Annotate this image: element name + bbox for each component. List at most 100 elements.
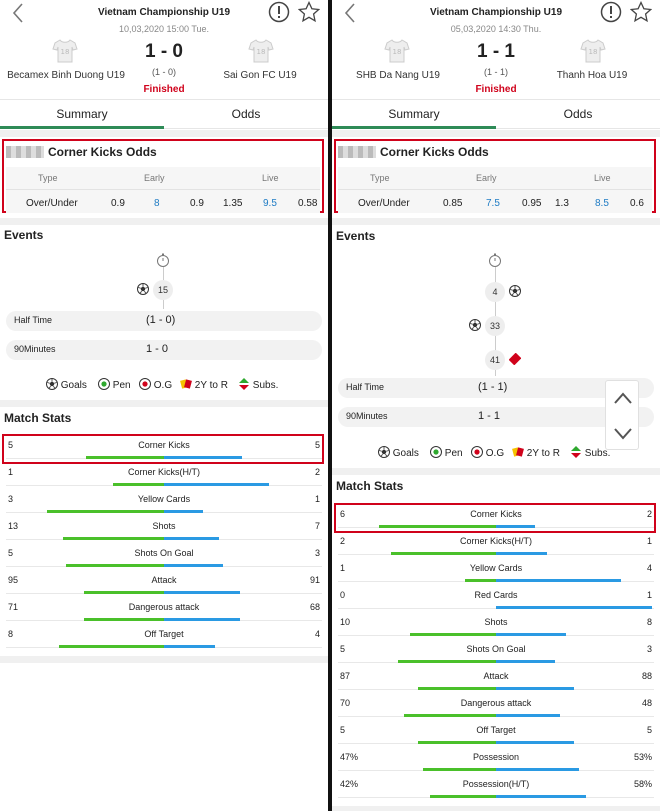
odds-value-l2[interactable]: 8.5 xyxy=(595,198,609,209)
back-button[interactable] xyxy=(342,2,358,24)
match-stats-title: Match Stats xyxy=(4,411,72,425)
section-gap xyxy=(0,656,328,663)
stat-name: Attack xyxy=(151,575,177,585)
legend-goals-icon xyxy=(46,378,58,391)
back-button[interactable] xyxy=(10,2,26,24)
legend-pen: Pen xyxy=(430,446,463,459)
stat-row: 42% Possession(H/T) 58% xyxy=(332,775,660,802)
stat-home-value: 71 xyxy=(8,602,19,612)
full-time-row-label: 90Minutes xyxy=(346,411,388,421)
odds-value-l2[interactable]: 9.5 xyxy=(263,198,277,209)
half-time-row-label: Half Time xyxy=(14,315,53,325)
full-time-row-value: 1 - 0 xyxy=(146,343,169,355)
legend-pen-icon xyxy=(430,446,442,459)
section-gap xyxy=(332,130,660,137)
legend-goals: Goals xyxy=(378,446,419,459)
event-minute: 41 xyxy=(485,350,505,370)
tab-bar: Summary Odds xyxy=(0,99,328,129)
stat-name: Possession(H/T) xyxy=(462,779,530,789)
stat-home-bar xyxy=(418,741,496,744)
stat-row: 5 Off Target 5 xyxy=(332,721,660,748)
alert-icon[interactable] xyxy=(268,1,290,23)
legend-goals: Goals xyxy=(46,378,87,391)
legend-2y-to-r: 2Y to R xyxy=(512,446,560,459)
corner-kicks-highlight xyxy=(334,503,656,533)
stat-home-value: 5 xyxy=(8,440,14,450)
stat-away-bar xyxy=(496,741,574,744)
stat-away-value: 8 xyxy=(646,617,652,627)
alert-icon[interactable] xyxy=(600,1,622,23)
full-time-row-label: 90Minutes xyxy=(14,344,56,354)
favorite-star-icon[interactable] xyxy=(629,0,653,23)
stat-name: Corner Kicks xyxy=(470,509,522,519)
section-gap xyxy=(0,130,328,137)
section-gap xyxy=(332,468,660,475)
stat-home-value: 42% xyxy=(340,779,359,789)
svg-text:18: 18 xyxy=(257,48,266,56)
stat-away-value: 91 xyxy=(309,575,320,585)
stat-away-value: 2 xyxy=(646,509,652,519)
home-team-name[interactable]: SHB Da Nang U19 xyxy=(356,70,440,81)
full-time-row: 90Minutes 1 - 0 xyxy=(6,340,322,360)
odds-value-type: Over/Under xyxy=(26,198,78,209)
half-time-score: (1 - 1) xyxy=(483,67,508,77)
stat-row: 1 Yellow Cards 4 xyxy=(332,559,660,586)
stat-home-value: 1 xyxy=(340,563,346,573)
match-status: Finished xyxy=(475,84,517,95)
tab-odds[interactable]: Odds xyxy=(231,107,261,121)
stat-row: 1 Corner Kicks(H/T) 2 xyxy=(0,463,328,490)
away-team-name[interactable]: Thanh Hoa U19 xyxy=(556,70,628,81)
tab-summary[interactable]: Summary xyxy=(0,100,164,129)
odds-value-e2[interactable]: 8 xyxy=(154,198,160,209)
stat-away-value: 3 xyxy=(646,644,652,654)
odds-value-e1: 0.9 xyxy=(111,198,125,209)
svg-text:18: 18 xyxy=(589,48,598,56)
odds-value-l3: 0.58 xyxy=(298,198,318,209)
stat-home-value: 13 xyxy=(8,521,19,531)
odds-value-l3: 0.6 xyxy=(630,198,644,209)
stat-home-value: 87 xyxy=(340,671,351,681)
stat-away-value: 5 xyxy=(646,725,652,735)
legend-subs-icon xyxy=(238,378,250,391)
stat-name: Shots xyxy=(152,521,176,531)
stat-away-bar xyxy=(496,552,547,555)
legend-subs: Subs. xyxy=(238,378,278,391)
stat-home-bar xyxy=(398,660,496,663)
odds-value-e2[interactable]: 7.5 xyxy=(486,198,500,209)
stat-home-value: 95 xyxy=(8,575,19,585)
stat-away-value: 5 xyxy=(314,440,320,450)
stat-row: 2 Corner Kicks(H/T) 1 xyxy=(332,532,660,559)
match-score: 1 - 1 xyxy=(476,41,516,62)
legend-goals-label: Goals xyxy=(60,380,87,391)
events-title: Events xyxy=(4,228,44,242)
stat-home-value: 1 xyxy=(8,467,14,477)
odds-header-live: Live xyxy=(594,173,611,183)
section-gap xyxy=(332,806,660,811)
away-team-name[interactable]: Sai Gon FC U19 xyxy=(223,70,297,81)
stat-home-bar xyxy=(66,564,164,567)
chevron-down-icon[interactable] xyxy=(613,427,633,441)
event-minute: 33 xyxy=(485,316,505,336)
goal-icon xyxy=(137,282,149,295)
stat-away-value: 48 xyxy=(641,698,652,708)
odds-header-type: Type xyxy=(370,173,390,183)
stat-row: 3 Yellow Cards 1 xyxy=(0,490,328,517)
chevron-up-icon[interactable] xyxy=(613,391,633,405)
tab-summary[interactable]: Summary xyxy=(332,100,496,129)
stat-row: 47% Possession 53% xyxy=(332,748,660,775)
stat-home-value: 3 xyxy=(8,494,14,504)
home-team-name[interactable]: Becamex Binh Duong U19 xyxy=(7,70,125,81)
half-time-row-value: (1 - 1) xyxy=(478,381,508,393)
stat-name: Off Target xyxy=(144,629,184,639)
stat-row: 5 Corner Kicks 5 xyxy=(0,436,328,463)
blurred-logo xyxy=(6,146,44,158)
stat-home-value: 0 xyxy=(340,590,346,600)
stat-home-bar xyxy=(59,645,164,648)
favorite-star-icon[interactable] xyxy=(297,0,321,23)
home-jersey-icon: 18 xyxy=(384,38,410,64)
stat-home-bar xyxy=(418,687,496,690)
stat-away-bar xyxy=(164,564,223,567)
legend-pen-label: Pen xyxy=(444,448,463,459)
odds-value-l1: 1.3 xyxy=(555,198,569,209)
tab-odds[interactable]: Odds xyxy=(563,107,593,121)
